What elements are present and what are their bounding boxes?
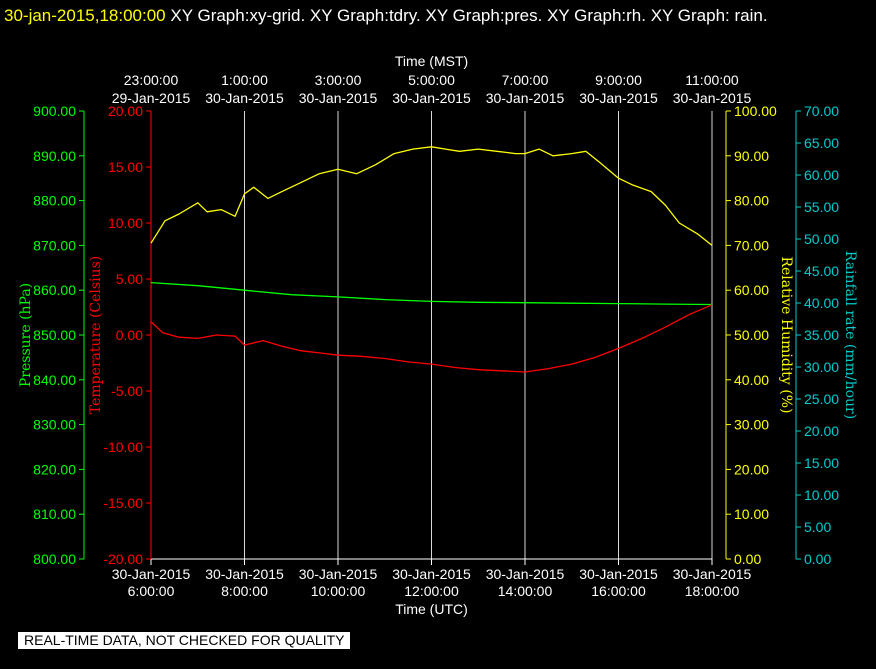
x-top-tick-label-time: 11:00:00 (685, 72, 739, 88)
rain-tick-label: 65.00 (804, 135, 839, 151)
x-tick-label-time: 14:00:00 (498, 583, 553, 599)
temperature-tick-label: 10.00 (108, 215, 143, 231)
rain-tick-label: 25.00 (804, 391, 839, 407)
humidity-line (150, 146, 713, 246)
rain-tick-label: 20.00 (804, 423, 839, 439)
x-tick-label-date: 30-Jan-2015 (205, 566, 284, 582)
temperature-tick-label: 0.00 (116, 327, 143, 343)
humidity-tick-label: 30.00 (734, 417, 769, 433)
temperature-tick-label: -15.00 (103, 495, 143, 511)
x-top-tick-label-time: 1:00:00 (221, 72, 268, 88)
rain-tick-label: 50.00 (804, 231, 839, 247)
x-tick-label-time: 6:00:00 (128, 583, 175, 599)
x-tick-label-time: 10:00:00 (311, 583, 366, 599)
humidity-tick-label: 100.00 (734, 103, 777, 119)
pressure-tick-label: 840.00 (33, 372, 76, 388)
temperature-tick-label: 15.00 (108, 159, 143, 175)
temperature-tick-label: 5.00 (116, 271, 143, 287)
x-tick-label-time: 8:00:00 (221, 583, 268, 599)
rain-tick-label: 40.00 (804, 295, 839, 311)
x-tick-label-date: 30-Jan-2015 (112, 566, 191, 582)
x-top-tick-label-date: 30-Jan-2015 (579, 90, 658, 106)
humidity-tick-label: 10.00 (734, 506, 769, 522)
chart-header: 30-jan-2015,18:00:00 XY Graph:xy-grid. X… (4, 2, 864, 30)
pressure-tick-label: 870.00 (33, 237, 76, 253)
x-tick-label-date: 30-Jan-2015 (486, 566, 565, 582)
pressure-line (150, 281, 713, 306)
humidity-tick-label: 80.00 (734, 193, 769, 209)
temperature-axis-label: Temperature (Celsius) (88, 256, 104, 414)
humidity-tick-label: 20.00 (734, 461, 769, 477)
header-timestamp: 30-jan-2015,18:00:00 (4, 6, 166, 25)
pressure-tick-label: 800.00 (33, 551, 76, 567)
humidity-tick-label: 70.00 (734, 237, 769, 253)
pressure-tick-label: 810.00 (33, 506, 76, 522)
x-tick-label-date: 30-Jan-2015 (299, 566, 378, 582)
pressure-tick-label: 830.00 (33, 417, 76, 433)
x-top-tick-label-time: 23:00:00 (124, 72, 179, 88)
humidity-tick-label: 60.00 (734, 282, 769, 298)
temperature-tick-label: -20.00 (103, 551, 143, 567)
x-top-tick-label-date: 30-Jan-2015 (299, 90, 378, 106)
rain-tick-label: 5.00 (804, 519, 831, 535)
x-tick-label-time: 16:00:00 (591, 583, 646, 599)
x-top-tick-label-date: 29-Jan-2015 (112, 90, 191, 106)
x-top-tick-label-date: 30-Jan-2015 (392, 90, 471, 106)
pressure-tick-label: 880.00 (33, 193, 76, 209)
x-axis-label-bottom: Time (UTC) (395, 601, 468, 617)
pressure-tick-label: 900.00 (33, 103, 76, 119)
rain-tick-label: 0.00 (804, 551, 831, 567)
x-tick-label-date: 30-Jan-2015 (579, 566, 658, 582)
x-tick-label-time: 12:00:00 (404, 583, 459, 599)
header-title: XY Graph:xy-grid. XY Graph:tdry. XY Grap… (170, 6, 768, 25)
quality-notice: REAL-TIME DATA, NOT CHECKED FOR QUALITY (18, 632, 351, 649)
rain-tick-label: 15.00 (804, 455, 839, 471)
rain-tick-label: 30.00 (804, 359, 839, 375)
x-top-tick-label-time: 9:00:00 (595, 72, 642, 88)
rain-tick-label: 10.00 (804, 487, 839, 503)
humidity-tick-label: 0.00 (734, 551, 761, 567)
rain-tick-label: 60.00 (804, 167, 839, 183)
temperature-tick-label: -10.00 (103, 439, 143, 455)
x-top-tick-label-time: 7:00:00 (502, 72, 549, 88)
rain-tick-label: 35.00 (804, 327, 839, 343)
pressure-tick-label: 820.00 (33, 461, 76, 477)
pressure-axis-label: Pressure (hPa) (18, 283, 34, 387)
rain-axis-label: Rainfall rate (mm/hour) (842, 251, 858, 419)
x-tick-label-date: 30-Jan-2015 (673, 566, 752, 582)
x-tick-label-date: 30-Jan-2015 (392, 566, 471, 582)
temperature-tick-label: -5.00 (111, 383, 143, 399)
humidity-tick-label: 40.00 (734, 372, 769, 388)
x-top-tick-label-time: 5:00:00 (408, 72, 455, 88)
x-top-tick-label-date: 30-Jan-2015 (205, 90, 284, 106)
temperature-line (150, 304, 713, 373)
x-tick-label-time: 18:00:00 (685, 583, 740, 599)
pressure-tick-label: 850.00 (33, 327, 76, 343)
rain-tick-label: 45.00 (804, 263, 839, 279)
temperature-tick-label: 20.00 (108, 103, 143, 119)
rain-tick-label: 55.00 (804, 199, 839, 215)
x-axis-label-top: Time (MST) (395, 53, 468, 69)
rain-tick-label: 70.00 (804, 103, 839, 119)
pressure-tick-label: 890.00 (33, 148, 76, 164)
humidity-tick-label: 90.00 (734, 148, 769, 164)
humidity-axis-label: Relative Humidity (%) (778, 256, 794, 413)
x-top-tick-label-date: 30-Jan-2015 (673, 90, 752, 106)
x-top-tick-label-date: 30-Jan-2015 (486, 90, 565, 106)
humidity-tick-label: 50.00 (734, 327, 769, 343)
pressure-tick-label: 860.00 (33, 282, 76, 298)
x-top-tick-label-time: 3:00:00 (315, 72, 362, 88)
